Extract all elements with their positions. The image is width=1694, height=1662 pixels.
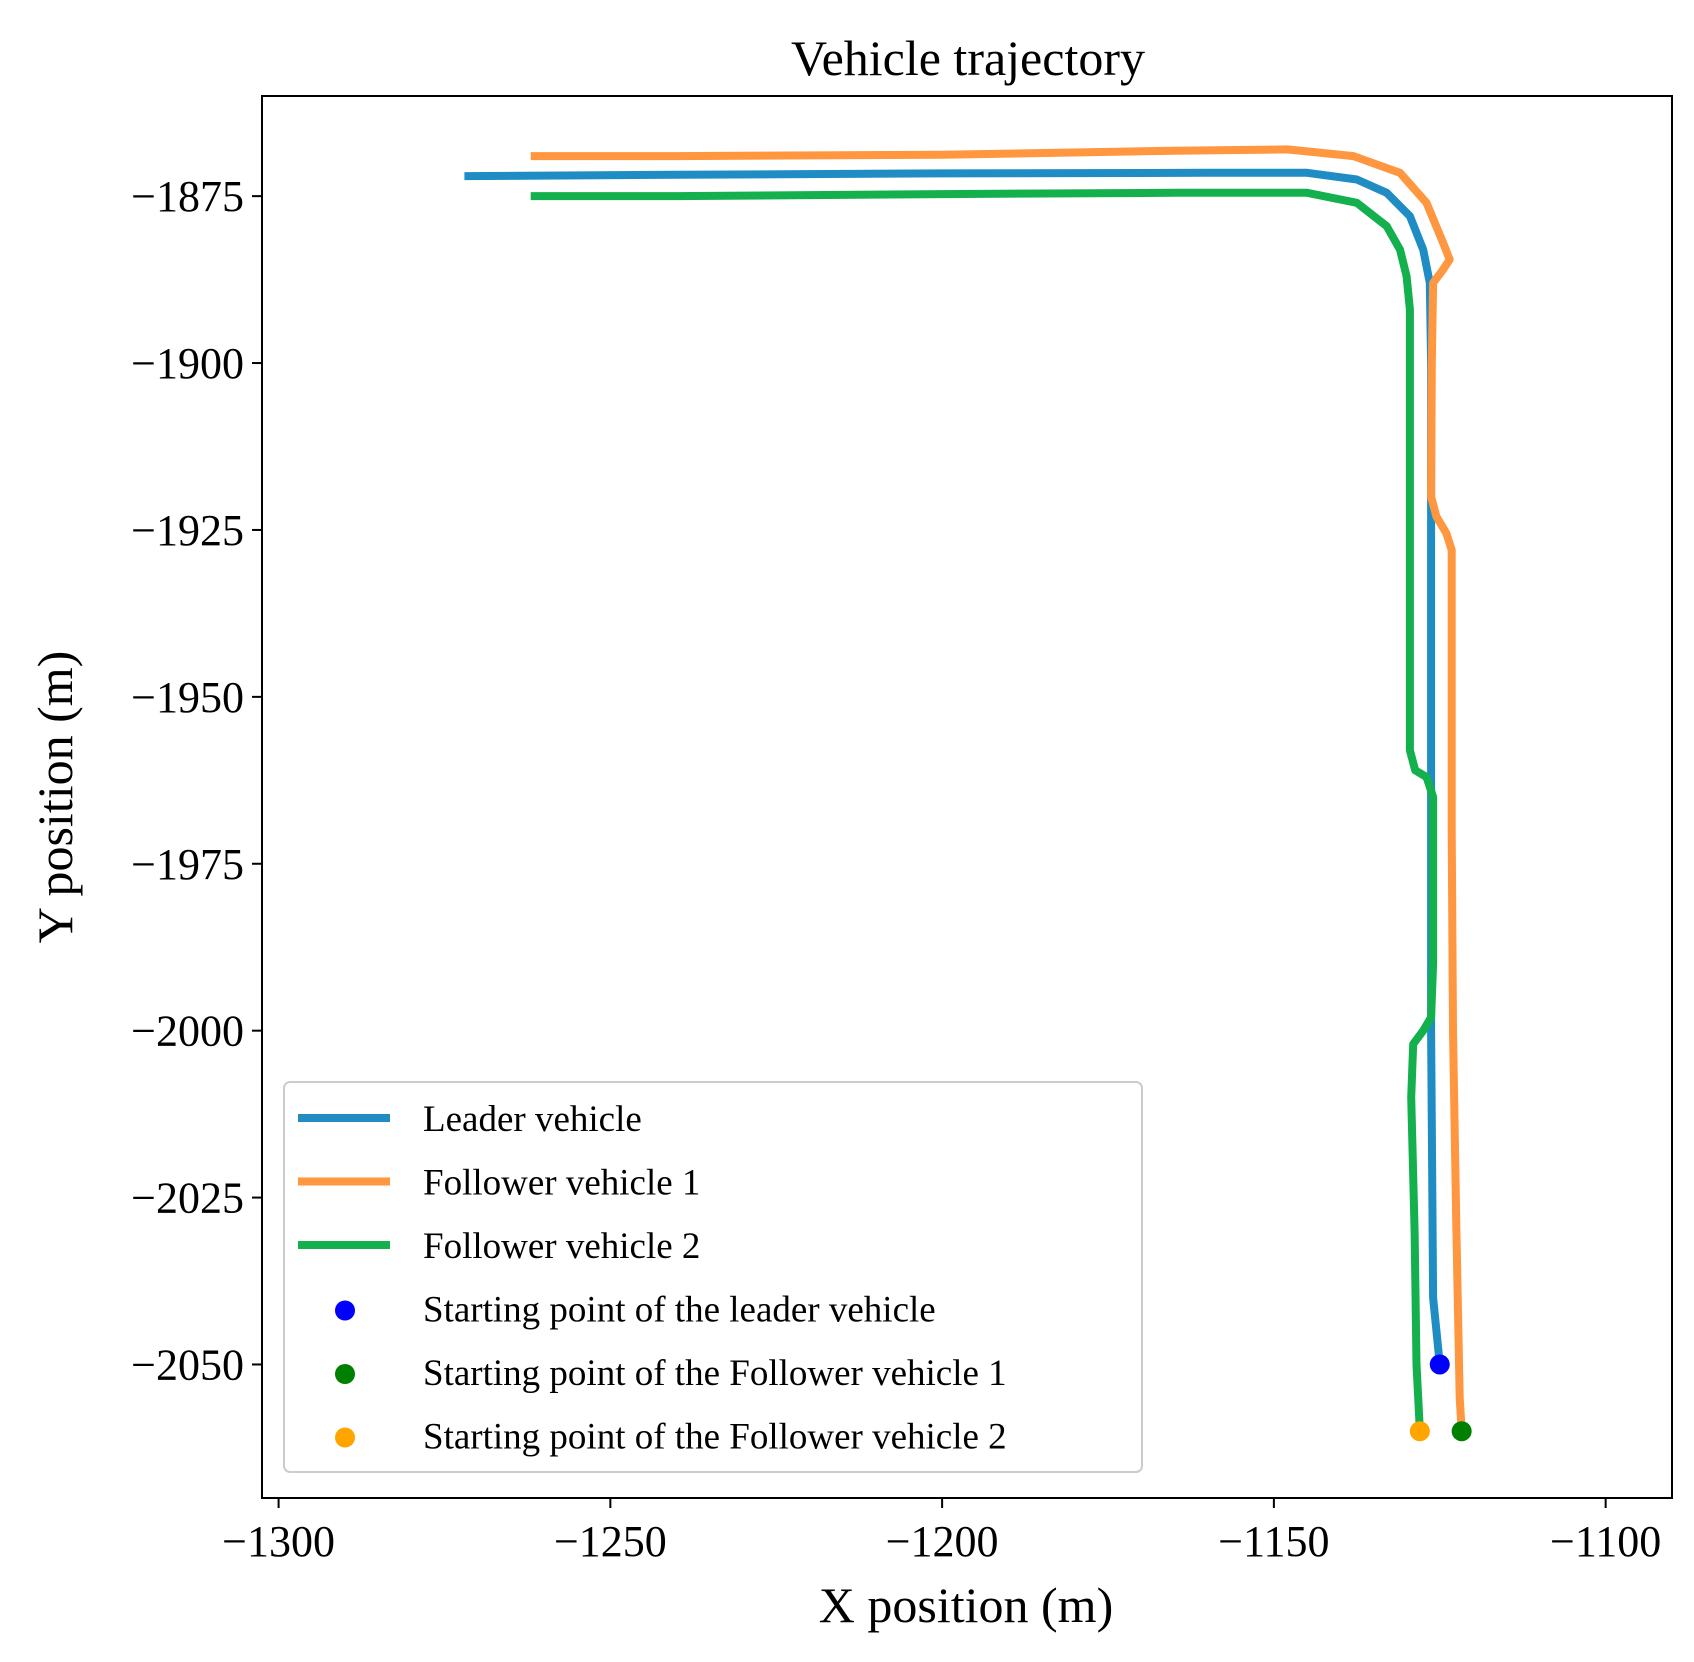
- start-point-marker-6: [1409, 1421, 1430, 1442]
- plot-area: [261, 95, 1673, 1499]
- legend-label: Follower vehicle 1: [423, 1163, 700, 1204]
- x-tick-label: −1200: [886, 1517, 999, 1566]
- x-tick-label: −1100: [1550, 1517, 1661, 1566]
- x-axis-title: X position (m): [819, 1577, 1113, 1633]
- chart-title: Vehicle trajectory: [791, 30, 1145, 86]
- y-axis: −1875 −1900 −1925 −1950 −1975 −2000 −2025 −2050: [131, 172, 262, 1389]
- legend-label: Starting point of the leader vehicle: [423, 1290, 936, 1331]
- y-tick-label: −1925: [131, 506, 244, 555]
- y-tick-label: −2050: [131, 1340, 244, 1389]
- legend-label: Starting point of the Follower vehicle 1: [423, 1353, 1007, 1394]
- y-tick-label: −1900: [131, 339, 244, 388]
- y-tick-label: −2025: [131, 1174, 244, 1223]
- y-tick-label: −1975: [131, 840, 244, 889]
- x-tick-label: −1250: [554, 1517, 667, 1566]
- legend-entries: Leader vehicle Follower vehicle 1 Follower…: [298, 1099, 1007, 1458]
- y-tick-label: −2000: [131, 1007, 244, 1056]
- y-tick-label: −1950: [131, 673, 244, 722]
- legend-label: Follower vehicle 2: [423, 1226, 700, 1267]
- y-axis-title: Y position (m): [27, 651, 83, 944]
- start-point-marker-4: [1429, 1354, 1450, 1375]
- legend: Leader vehicle Follower vehicle 1 Follower…: [283, 1081, 1143, 1473]
- legend-swatch-marker: [335, 1427, 355, 1448]
- y-tick-label: −1875: [131, 172, 244, 221]
- legend-swatch-marker: [335, 1300, 355, 1321]
- series-lines: [464, 145, 1466, 1432]
- x-tick-label: −1150: [1218, 1517, 1329, 1566]
- legend-label: Leader vehicle: [423, 1099, 642, 1140]
- series-points: [1409, 1354, 1472, 1442]
- legend-swatch-marker: [335, 1364, 355, 1384]
- start-point-marker-5: [1451, 1421, 1472, 1442]
- series-line-2: [530, 145, 1466, 1432]
- x-axis: −1300 −1250 −1200 −1150 −1100: [222, 1498, 1661, 1566]
- plot-frame: [261, 95, 1673, 1499]
- x-tick-label: −1300: [222, 1517, 335, 1566]
- legend-frame: [283, 1081, 1143, 1473]
- legend-label: Starting point of the Follower vehicle 2: [423, 1417, 1007, 1458]
- series-line-3: [530, 188, 1438, 1432]
